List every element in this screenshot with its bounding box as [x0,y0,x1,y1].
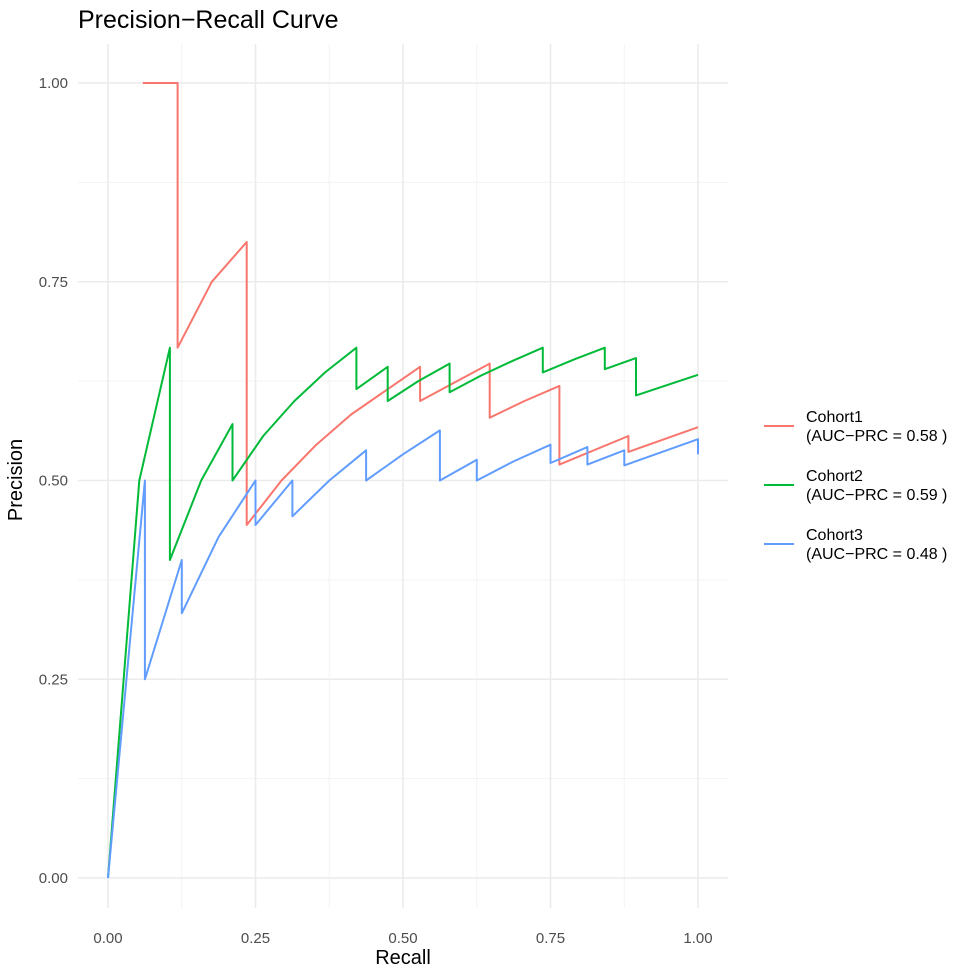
y-tick-label: 1.00 [39,75,68,92]
legend-item-cohort2: Cohort2 (AUC−PRC = 0.59 ) [764,468,947,504]
legend-label: (AUC−PRC = 0.48 ) [806,546,947,563]
legend-label: (AUC−PRC = 0.58 ) [806,428,947,445]
legend-item-cohort1: Cohort1 (AUC−PRC = 0.58 ) [764,409,947,445]
x-tick-label: 0.00 [93,930,122,947]
series-line-cohort2 [107,346,699,879]
series-line-cohort3 [107,429,699,879]
chart-title: Precision−Recall Curve [78,6,339,34]
x-tick-label: 0.25 [241,930,270,947]
y-axis-ticks: 0.00 0.25 0.50 0.75 1.00 [39,75,68,887]
y-tick-label: 0.75 [39,274,68,291]
x-tick-label: 0.75 [536,930,565,947]
y-axis-title: Precision [5,439,27,521]
major-gridlines [78,44,728,908]
legend-item-cohort3: Cohort3 (AUC−PRC = 0.48 ) [764,527,947,563]
series-line-cohort1 [142,82,699,526]
x-tick-label: 1.00 [683,930,712,947]
y-tick-label: 0.25 [39,671,68,688]
y-tick-label: 0.00 [39,870,68,887]
y-tick-label: 0.50 [39,473,68,490]
series-lines [107,82,699,879]
x-tick-label: 0.50 [388,930,417,947]
legend: Cohort1 (AUC−PRC = 0.58 ) Cohort2 (AUC−PRC … [764,409,947,563]
legend-label: Cohort3 [806,527,863,544]
legend-label: (AUC−PRC = 0.59 ) [806,487,947,504]
legend-label: Cohort2 [806,468,863,485]
x-axis-ticks: 0.00 0.25 0.50 0.75 1.00 [93,930,712,947]
legend-label: Cohort1 [806,409,863,426]
x-axis-title: Recall [375,947,431,969]
